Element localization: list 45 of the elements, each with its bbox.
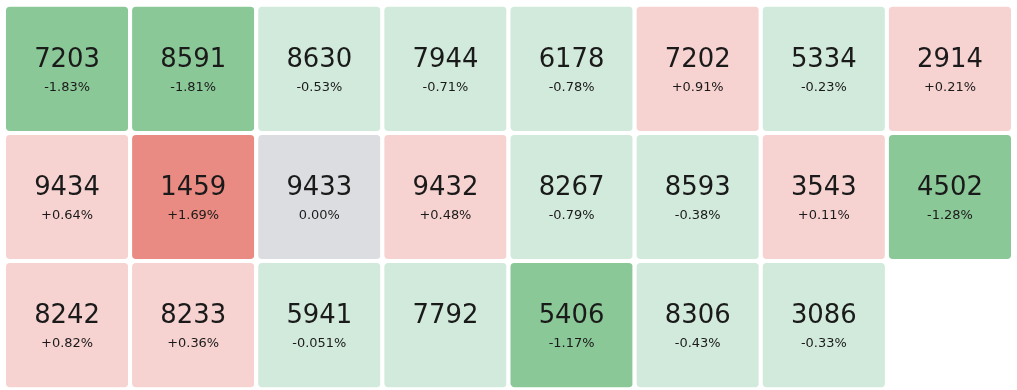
data-label: -0.71% [422,78,469,94]
category-label: 9432 [412,171,479,202]
data-label: -1.28% [927,206,973,222]
category-label: 8267 [538,171,605,202]
category-label: 8593 [664,171,731,202]
category-label: 9433 [286,171,353,202]
data-label: -0.38% [674,206,721,222]
data-label: -0.051% [292,335,347,351]
data-label: 0.00% [298,206,340,222]
data-label: -0.78% [548,78,595,94]
category-label: 7792 [412,299,479,330]
category-label: 5406 [538,299,605,330]
category-label: 4502 [917,171,983,202]
category-label: 8233 [160,299,227,330]
data-label: +0.21% [923,78,976,94]
category-label: 8630 [286,42,353,73]
category-label: 2914 [917,42,983,73]
category-label: 8242 [34,299,100,330]
data-label: -0.23% [800,78,847,94]
category-label: 9434 [34,171,100,202]
data-label: +0.64% [41,206,94,222]
category-label: 5941 [286,299,353,330]
category-label: 1459 [160,171,227,202]
data-label: +0.48% [419,206,472,222]
data-label: +0.11% [797,206,850,222]
data-label: +0.91% [671,78,724,94]
category-label: 7202 [664,42,731,73]
category-label: 7203 [34,42,100,73]
data-label: -0.79% [548,206,595,222]
category-label: 6178 [538,42,605,73]
data-label: -0.33% [800,335,847,351]
data-label: -0.43% [674,335,721,351]
category-label: 8306 [664,299,731,330]
category-label: 3543 [790,171,857,202]
data-label: +0.82% [41,335,94,351]
data-label: -1.81% [170,78,217,94]
category-label: 5334 [790,42,857,73]
category-label: 7944 [412,42,479,73]
data-label: -1.83% [44,78,90,94]
data-label: -1.17% [548,335,595,351]
data-label: +1.69% [167,206,220,222]
category-label: 8591 [160,42,227,73]
category-label: 3086 [790,299,857,330]
data-label: +0.36% [167,335,220,351]
data-label: -0.53% [296,78,343,94]
